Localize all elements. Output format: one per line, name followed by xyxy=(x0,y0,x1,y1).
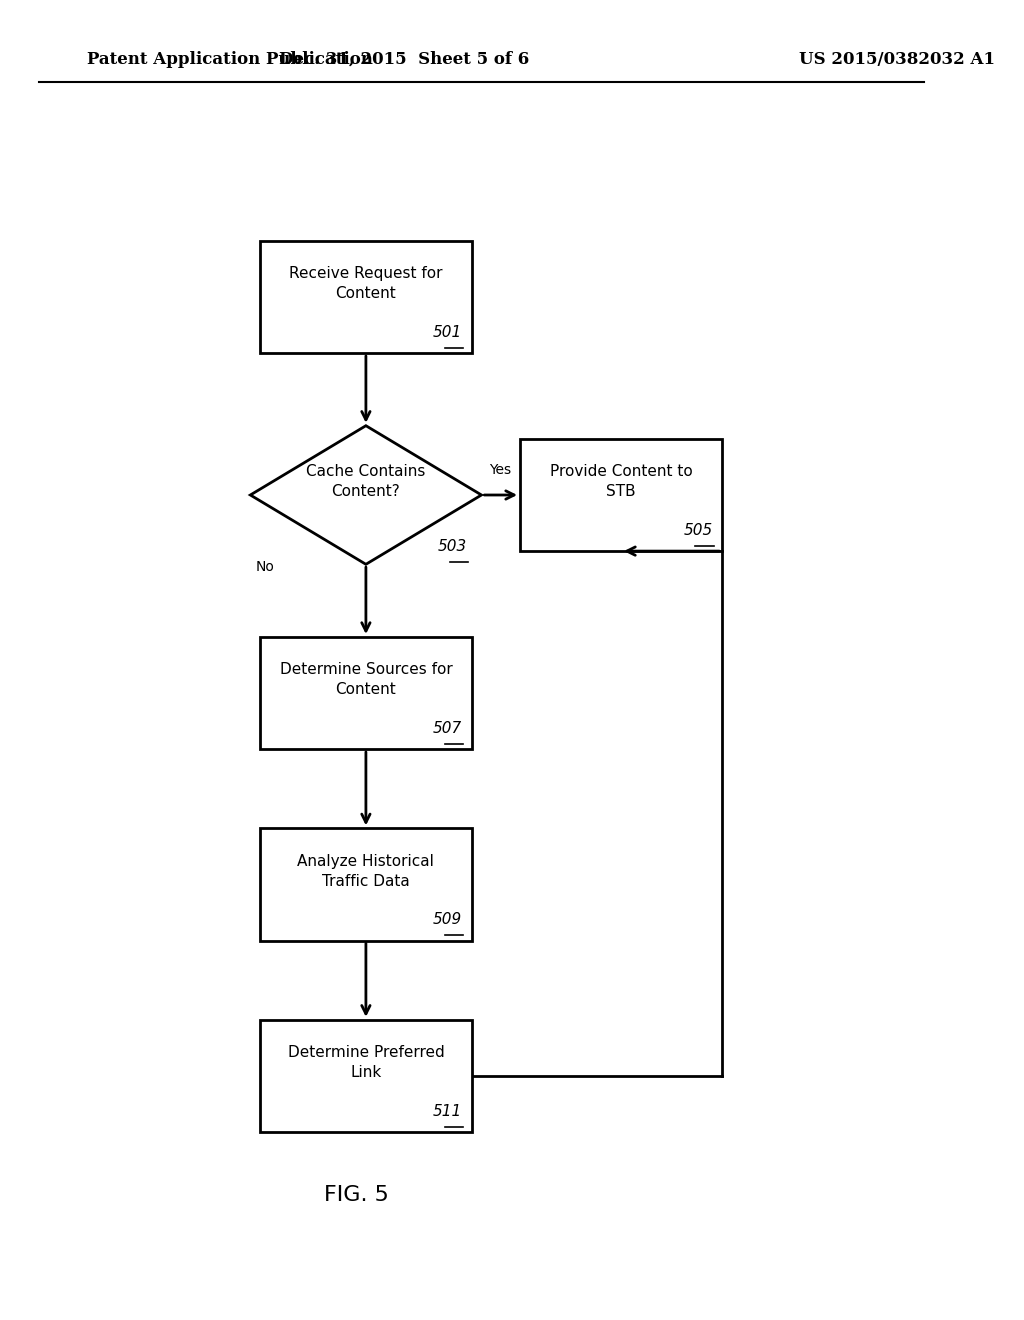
Text: Provide Content to
STB: Provide Content to STB xyxy=(550,465,692,499)
Text: No: No xyxy=(255,560,274,574)
Bar xyxy=(260,1020,472,1133)
Text: Dec. 31, 2015  Sheet 5 of 6: Dec. 31, 2015 Sheet 5 of 6 xyxy=(280,51,529,67)
Text: Determine Preferred
Link: Determine Preferred Link xyxy=(288,1045,444,1080)
Bar xyxy=(260,638,472,750)
Text: FIG. 5: FIG. 5 xyxy=(324,1184,389,1205)
Text: 507: 507 xyxy=(433,721,462,737)
Text: Cache Contains
Content?: Cache Contains Content? xyxy=(306,465,426,499)
Text: US 2015/0382032 A1: US 2015/0382032 A1 xyxy=(799,51,995,67)
Text: Yes: Yes xyxy=(489,463,511,477)
Bar xyxy=(520,438,722,552)
Text: Receive Request for
Content: Receive Request for Content xyxy=(289,267,442,301)
Text: 509: 509 xyxy=(433,912,462,927)
Text: Determine Sources for
Content: Determine Sources for Content xyxy=(280,663,453,697)
Polygon shape xyxy=(250,425,481,565)
Text: Analyze Historical
Traffic Data: Analyze Historical Traffic Data xyxy=(297,854,434,888)
Text: 511: 511 xyxy=(433,1104,462,1119)
Bar xyxy=(260,829,472,940)
Text: 501: 501 xyxy=(433,325,462,339)
Text: 505: 505 xyxy=(683,523,713,539)
Bar xyxy=(260,240,472,352)
Text: 503: 503 xyxy=(438,539,467,554)
Text: Patent Application Publication: Patent Application Publication xyxy=(87,51,373,67)
